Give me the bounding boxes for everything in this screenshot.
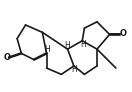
Text: O: O — [119, 29, 126, 38]
Text: H: H — [44, 45, 50, 54]
Text: H: H — [64, 41, 70, 50]
Text: O: O — [3, 53, 10, 62]
Text: H: H — [72, 65, 77, 74]
Text: H: H — [80, 40, 86, 49]
